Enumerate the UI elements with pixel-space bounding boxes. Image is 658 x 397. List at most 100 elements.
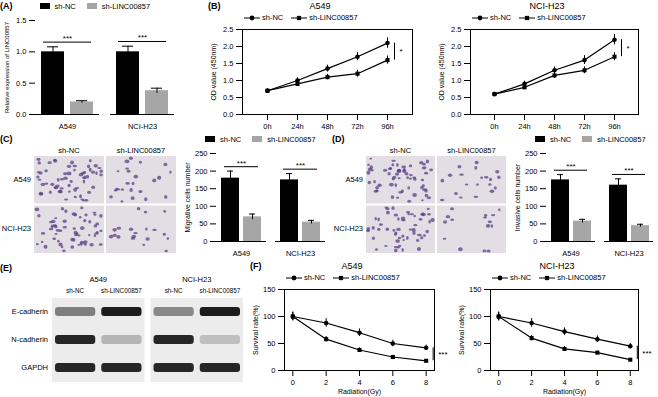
svg-text:2: 2 — [530, 378, 534, 387]
svg-text:96h: 96h — [381, 122, 394, 131]
svg-text:NCI-H23: NCI-H23 — [2, 224, 31, 233]
svg-text:A549: A549 — [562, 249, 580, 258]
svg-text:sh-LINC00857: sh-LINC00857 — [101, 287, 142, 294]
svg-text:***: *** — [237, 159, 246, 168]
svg-text:8: 8 — [628, 378, 632, 387]
svg-text:Radiation(Gy): Radiation(Gy) — [543, 388, 586, 396]
svg-text:200: 200 — [525, 167, 538, 176]
svg-text:0.0: 0.0 — [451, 110, 461, 119]
svg-text:2.0: 2.0 — [223, 42, 233, 51]
svg-text:NCI-H23: NCI-H23 — [128, 122, 157, 131]
svg-text:0.0: 0.0 — [223, 110, 233, 119]
svg-text:48h: 48h — [548, 122, 561, 131]
svg-text:0: 0 — [203, 237, 207, 246]
svg-text:sh-LINC00857: sh-LINC00857 — [447, 146, 495, 155]
svg-text:100: 100 — [525, 202, 538, 211]
svg-text:GAPDH: GAPDH — [21, 363, 48, 372]
svg-text:sh-NC: sh-NC — [390, 146, 412, 155]
svg-text:Radiation(Gy): Radiation(Gy) — [338, 388, 381, 396]
svg-text:NCI-H23: NCI-H23 — [614, 249, 643, 258]
svg-text:sh-NC: sh-NC — [66, 287, 84, 294]
svg-text:1.0: 1.0 — [451, 76, 461, 85]
svg-text:*: * — [400, 47, 403, 56]
svg-text:sh-LINC00857: sh-LINC00857 — [200, 287, 241, 294]
svg-text:6: 6 — [391, 378, 395, 387]
svg-text:0h: 0h — [263, 122, 271, 131]
svg-text:Survival rate(%): Survival rate(%) — [458, 305, 466, 355]
svg-text:100: 100 — [195, 202, 208, 211]
svg-text:0.0: 0.0 — [16, 110, 26, 119]
svg-text:150: 150 — [263, 285, 276, 294]
svg-text:50: 50 — [199, 219, 207, 228]
svg-text:sh-NC: sh-NC — [58, 146, 80, 155]
svg-text:2.0: 2.0 — [451, 42, 461, 51]
svg-text:6: 6 — [595, 378, 599, 387]
svg-text:***: *** — [624, 166, 633, 175]
svg-text:100: 100 — [469, 312, 482, 321]
svg-text:24h: 24h — [291, 122, 304, 131]
html-text:(A): (A) — [0, 1, 13, 11]
svg-text:2: 2 — [324, 378, 328, 387]
svg-text:Invasive cells number: Invasive cells number — [514, 163, 521, 231]
svg-text:***: *** — [642, 349, 651, 358]
svg-text:1.5: 1.5 — [451, 59, 461, 68]
svg-text:150: 150 — [525, 184, 538, 193]
svg-text:***: *** — [296, 161, 305, 170]
svg-text:***: *** — [63, 34, 72, 43]
svg-text:0: 0 — [291, 378, 295, 387]
svg-text:A549: A549 — [13, 175, 31, 184]
svg-text:100: 100 — [263, 312, 276, 321]
svg-text:sh-LINC00857: sh-LINC00857 — [117, 146, 165, 155]
svg-text:NCI-H23: NCI-H23 — [334, 224, 363, 233]
svg-text:NCI-H23: NCI-H23 — [286, 249, 315, 258]
html-text:sh-NC: sh-NC — [54, 1, 76, 11]
svg-text:Survival rate(%): Survival rate(%) — [252, 305, 260, 355]
svg-text:200: 200 — [195, 167, 208, 176]
svg-text:150: 150 — [195, 184, 208, 193]
svg-text:48h: 48h — [321, 122, 334, 131]
svg-text:4: 4 — [357, 378, 361, 387]
svg-text:2.5: 2.5 — [451, 25, 461, 34]
svg-text:50: 50 — [267, 339, 275, 348]
svg-text:1.0: 1.0 — [223, 76, 233, 85]
svg-text:NCI-H23: NCI-H23 — [182, 275, 211, 284]
svg-text:96h: 96h — [608, 122, 621, 131]
svg-text:1.0: 1.0 — [16, 47, 26, 56]
svg-text:0: 0 — [477, 366, 481, 375]
svg-text:*: * — [627, 44, 630, 53]
svg-text:1.5: 1.5 — [223, 59, 233, 68]
svg-text:2.5: 2.5 — [223, 25, 233, 34]
svg-text:4: 4 — [562, 378, 566, 387]
svg-text:72h: 72h — [578, 122, 591, 131]
svg-text:0.5: 0.5 — [16, 79, 26, 88]
svg-text:***: *** — [438, 350, 447, 359]
svg-text:E-cadherin: E-cadherin — [12, 307, 48, 316]
svg-text:50: 50 — [473, 339, 481, 348]
svg-text:***: *** — [566, 162, 575, 171]
svg-text:0.5: 0.5 — [451, 93, 461, 102]
svg-text:50: 50 — [529, 219, 537, 228]
svg-text:***: *** — [138, 33, 147, 42]
svg-text:250: 250 — [525, 149, 538, 158]
svg-text:0h: 0h — [490, 122, 498, 131]
svg-text:0: 0 — [271, 366, 275, 375]
svg-text:1.5: 1.5 — [16, 16, 26, 25]
svg-text:8: 8 — [424, 378, 428, 387]
svg-text:A549: A549 — [59, 122, 77, 131]
svg-text:OD value (450nm): OD value (450nm) — [438, 43, 446, 100]
svg-text:250: 250 — [195, 149, 208, 158]
svg-text:0: 0 — [533, 237, 537, 246]
svg-text:A549: A549 — [89, 275, 107, 284]
svg-text:0.5: 0.5 — [223, 93, 233, 102]
svg-text:A549: A549 — [233, 249, 251, 258]
svg-text:A549: A549 — [345, 175, 363, 184]
svg-text:150: 150 — [469, 285, 482, 294]
svg-text:sh-NC: sh-NC — [165, 287, 183, 294]
svg-text:24h: 24h — [518, 122, 531, 131]
svg-text:Migrative cells number: Migrative cells number — [184, 162, 192, 233]
svg-text:N-cadherin: N-cadherin — [11, 335, 48, 344]
svg-text:OD value (450nm): OD value (450nm) — [210, 43, 218, 100]
svg-text:Relative expression of LINC008: Relative expression of LINC00857 — [4, 21, 10, 113]
svg-text:72h: 72h — [351, 122, 364, 131]
svg-text:0: 0 — [497, 378, 501, 387]
